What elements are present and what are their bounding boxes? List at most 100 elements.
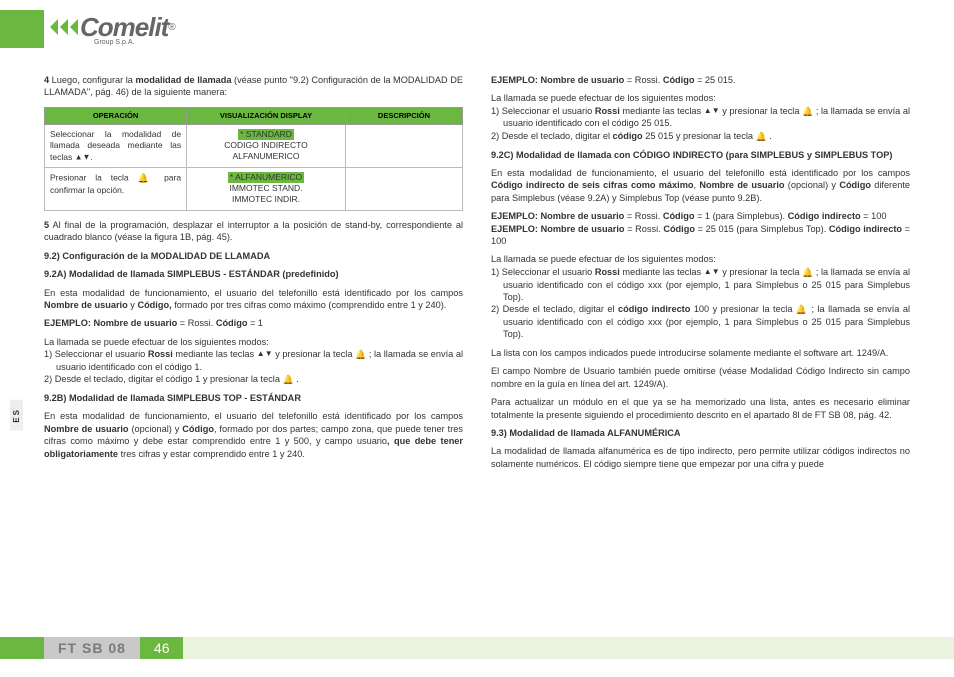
text-bold: Código indirecto	[829, 224, 902, 234]
text: = 1	[247, 318, 263, 328]
text: y	[128, 300, 138, 310]
text: Al final de la programación, desplazar e…	[44, 220, 463, 242]
text-bold: EJEMPLO: Nombre de usuario	[491, 224, 625, 234]
text: (opcional) y	[129, 424, 183, 434]
para: La lista con los campos indicados puede …	[491, 347, 910, 359]
text-bold: Código	[663, 224, 695, 234]
text-bold: código	[613, 131, 643, 141]
text: = 25 015 (para Simplebus Top).	[695, 224, 829, 234]
logo-icon	[50, 15, 80, 41]
text: = Rossi.	[624, 211, 663, 221]
footer-bar: FT SB 08 46	[0, 637, 954, 659]
text-bold: Rossi	[148, 349, 173, 359]
text-bold: Código	[216, 318, 248, 328]
example: EJEMPLO: Nombre de usuario = Rossi. Códi…	[44, 317, 463, 329]
text-bold: Nombre de usuario	[44, 300, 128, 310]
bell-icon: 🔔	[283, 375, 294, 385]
table-row: Presionar la tecla 🔔 para confirmar la o…	[45, 168, 463, 211]
footer-doc-code: FT SB 08	[44, 637, 140, 659]
text-bold: Código,	[137, 300, 171, 310]
text-bold: modalidad de llamada	[135, 75, 231, 85]
para: Para actualizar un módulo en el que ya s…	[491, 396, 910, 421]
text: y presionar la tecla	[720, 267, 802, 277]
text: 2) Desde el teclado, digitar el	[491, 304, 618, 314]
text-bold: EJEMPLO: Nombre de usuario	[44, 318, 177, 328]
list-item: 2) Desde el teclado, digitar el código 1…	[44, 373, 463, 386]
para: El campo Nombre de Usuario también puede…	[491, 365, 910, 390]
config-table: OPERACIÓN VISUALIZACIÓN DISPLAY DESCRIPC…	[44, 107, 463, 211]
list-item: 2) Desde el teclado, digitar el código i…	[491, 303, 910, 340]
text: En esta modalidad de funcionamiento, el …	[44, 288, 463, 298]
text-bold: EJEMPLO: Nombre de usuario	[491, 211, 624, 221]
text-bold: Nombre de usuario	[44, 424, 129, 434]
footer-page-number: 46	[140, 637, 184, 659]
down-icon: ▼	[712, 106, 720, 115]
text: = 100	[861, 211, 887, 221]
text-bold: EJEMPLO: Nombre de usuario	[491, 75, 624, 85]
bell-icon: 🔔	[796, 305, 808, 315]
table-row: Seleccionar la modalidad de llamada dese…	[45, 124, 463, 167]
page-content: 4 Luego, configurar la modalidad de llam…	[44, 74, 910, 627]
display-line: IMMOTEC STAND.	[229, 183, 302, 193]
text: 1) Seleccionar el usuario	[491, 267, 595, 277]
up-icon: ▲	[257, 349, 265, 358]
up-icon: ▲	[704, 106, 712, 115]
text-bold: Código indirecto de seis cifras como máx…	[491, 180, 693, 190]
text-bold: Código	[663, 75, 695, 85]
text: formado por tres cifras como máximo (com…	[172, 300, 447, 310]
para: La llamada se puede efectuar de los sigu…	[44, 336, 463, 348]
list-item: 1) Seleccionar el usuario Rossi mediante…	[491, 105, 910, 130]
text: Presionar la tecla	[50, 173, 138, 183]
para: La llamada se puede efectuar de los sigu…	[491, 253, 910, 265]
text: tres cifras y estar comprendido entre 1 …	[118, 449, 305, 459]
logo-reg: ®	[168, 22, 175, 33]
bell-icon: 🔔	[756, 131, 767, 141]
cell-display: * ALFANUMERICO IMMOTEC STAND. IMMOTEC IN…	[187, 168, 346, 211]
text: = Rossi.	[625, 224, 664, 234]
text: (opcional) y	[785, 180, 840, 190]
logo: Comelit ® Group S.p.A.	[44, 12, 176, 46]
bell-icon: 🔔	[802, 106, 813, 116]
up-icon: ▲	[75, 152, 83, 161]
footer-fill	[183, 637, 954, 659]
text: En esta modalidad de funcionamiento, el …	[491, 168, 910, 178]
text: y presionar la tecla	[273, 349, 355, 359]
text: = 25 015.	[694, 75, 735, 85]
text-bold: código indirecto	[618, 304, 690, 314]
text: 2) Desde el teclado, digitar el	[491, 131, 613, 141]
th-display: VISUALIZACIÓN DISPLAY	[187, 107, 346, 124]
th-description: DESCRIPCIÓN	[345, 107, 462, 124]
heading-92b: 9.2B) Modalidad de llamada SIMPLEBUS TOP…	[44, 392, 463, 404]
list-item: 2) Desde el teclado, digitar el código 2…	[491, 130, 910, 143]
text: 100 y presionar la tecla	[690, 304, 796, 314]
heading-93: 9.3) Modalidad de llamada ALFANUMÉRICA	[491, 427, 910, 439]
list-item: 1) Seleccionar el usuario Rossi mediante…	[491, 266, 910, 303]
example: EJEMPLO: Nombre de usuario = Rossi. Códi…	[491, 223, 910, 248]
text: y presionar la tecla	[720, 106, 802, 116]
text: = Rossi.	[177, 318, 216, 328]
text: .	[90, 152, 92, 162]
text-bold: Nombre de usuario	[699, 180, 784, 190]
text: .	[767, 131, 772, 141]
cell-operation: Seleccionar la modalidad de llamada dese…	[45, 124, 187, 167]
up-icon: ▲	[704, 267, 712, 276]
para: En esta modalidad de funcionamiento, el …	[491, 167, 910, 204]
text: Seleccionar la modalidad de llamada dese…	[50, 129, 181, 162]
text: = 1 (para Simplebus).	[694, 211, 787, 221]
text: En esta modalidad de funcionamiento, el …	[44, 411, 463, 421]
text-bold: Código indirecto	[788, 211, 861, 221]
text: mediante las teclas	[620, 267, 704, 277]
logo-subtitle: Group S.p.A.	[94, 39, 176, 46]
heading-92a: 9.2A) Modalidad de llamada SIMPLEBUS - E…	[44, 268, 463, 280]
text: mediante las teclas	[173, 349, 257, 359]
list-item: 1) Seleccionar el usuario Rossi mediante…	[44, 348, 463, 373]
text: .	[294, 374, 299, 384]
bell-icon: 🔔	[802, 267, 813, 277]
text: 25 015 y presionar la tecla	[643, 131, 756, 141]
para: En esta modalidad de funcionamiento, el …	[44, 287, 463, 312]
display-highlight: * STANDARD	[238, 129, 294, 140]
text: 2) Desde el teclado, digitar el código 1…	[44, 374, 283, 384]
text-bold: Rossi	[595, 267, 620, 277]
para-4: 4 Luego, configurar la modalidad de llam…	[44, 74, 463, 99]
example: EJEMPLO: Nombre de usuario = Rossi. Códi…	[491, 210, 910, 222]
